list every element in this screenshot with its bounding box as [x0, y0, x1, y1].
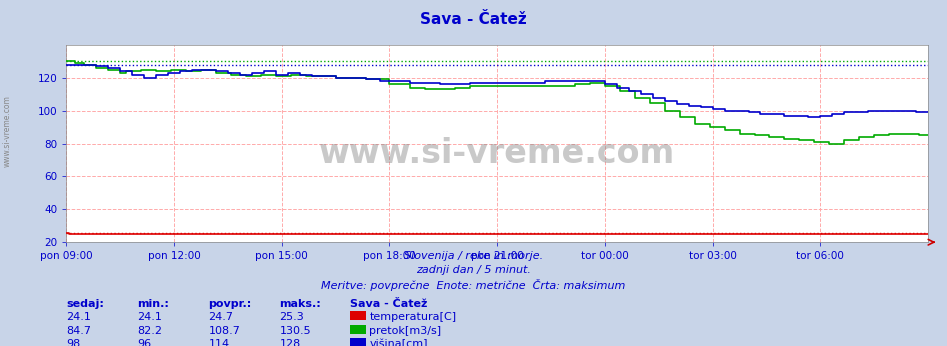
Text: min.:: min.: — [137, 299, 170, 309]
Text: 82.2: 82.2 — [137, 326, 162, 336]
Text: zadnji dan / 5 minut.: zadnji dan / 5 minut. — [416, 265, 531, 275]
Text: 25.3: 25.3 — [279, 312, 304, 322]
Text: Slovenija / reke in morje.: Slovenija / reke in morje. — [404, 251, 543, 261]
Text: maks.:: maks.: — [279, 299, 321, 309]
Text: sedaj:: sedaj: — [66, 299, 104, 309]
Text: Sava - Čatež: Sava - Čatež — [350, 299, 428, 309]
Text: 96: 96 — [137, 339, 152, 346]
Text: 108.7: 108.7 — [208, 326, 241, 336]
Text: 128: 128 — [279, 339, 300, 346]
Text: www.si-vreme.com: www.si-vreme.com — [3, 95, 12, 167]
Text: 24.1: 24.1 — [137, 312, 162, 322]
Text: pretok[m3/s]: pretok[m3/s] — [369, 326, 441, 336]
Text: Sava - Čatež: Sava - Čatež — [420, 12, 527, 27]
Text: višina[cm]: višina[cm] — [369, 339, 428, 346]
Text: 130.5: 130.5 — [279, 326, 311, 336]
Text: 24.1: 24.1 — [66, 312, 91, 322]
Text: 114: 114 — [208, 339, 229, 346]
Text: povpr.:: povpr.: — [208, 299, 252, 309]
Text: 98: 98 — [66, 339, 80, 346]
Text: Meritve: povprečne  Enote: metrične  Črta: maksimum: Meritve: povprečne Enote: metrične Črta:… — [321, 279, 626, 291]
Text: 24.7: 24.7 — [208, 312, 233, 322]
Text: www.si-vreme.com: www.si-vreme.com — [319, 137, 675, 170]
Text: 84.7: 84.7 — [66, 326, 91, 336]
Text: temperatura[C]: temperatura[C] — [369, 312, 456, 322]
